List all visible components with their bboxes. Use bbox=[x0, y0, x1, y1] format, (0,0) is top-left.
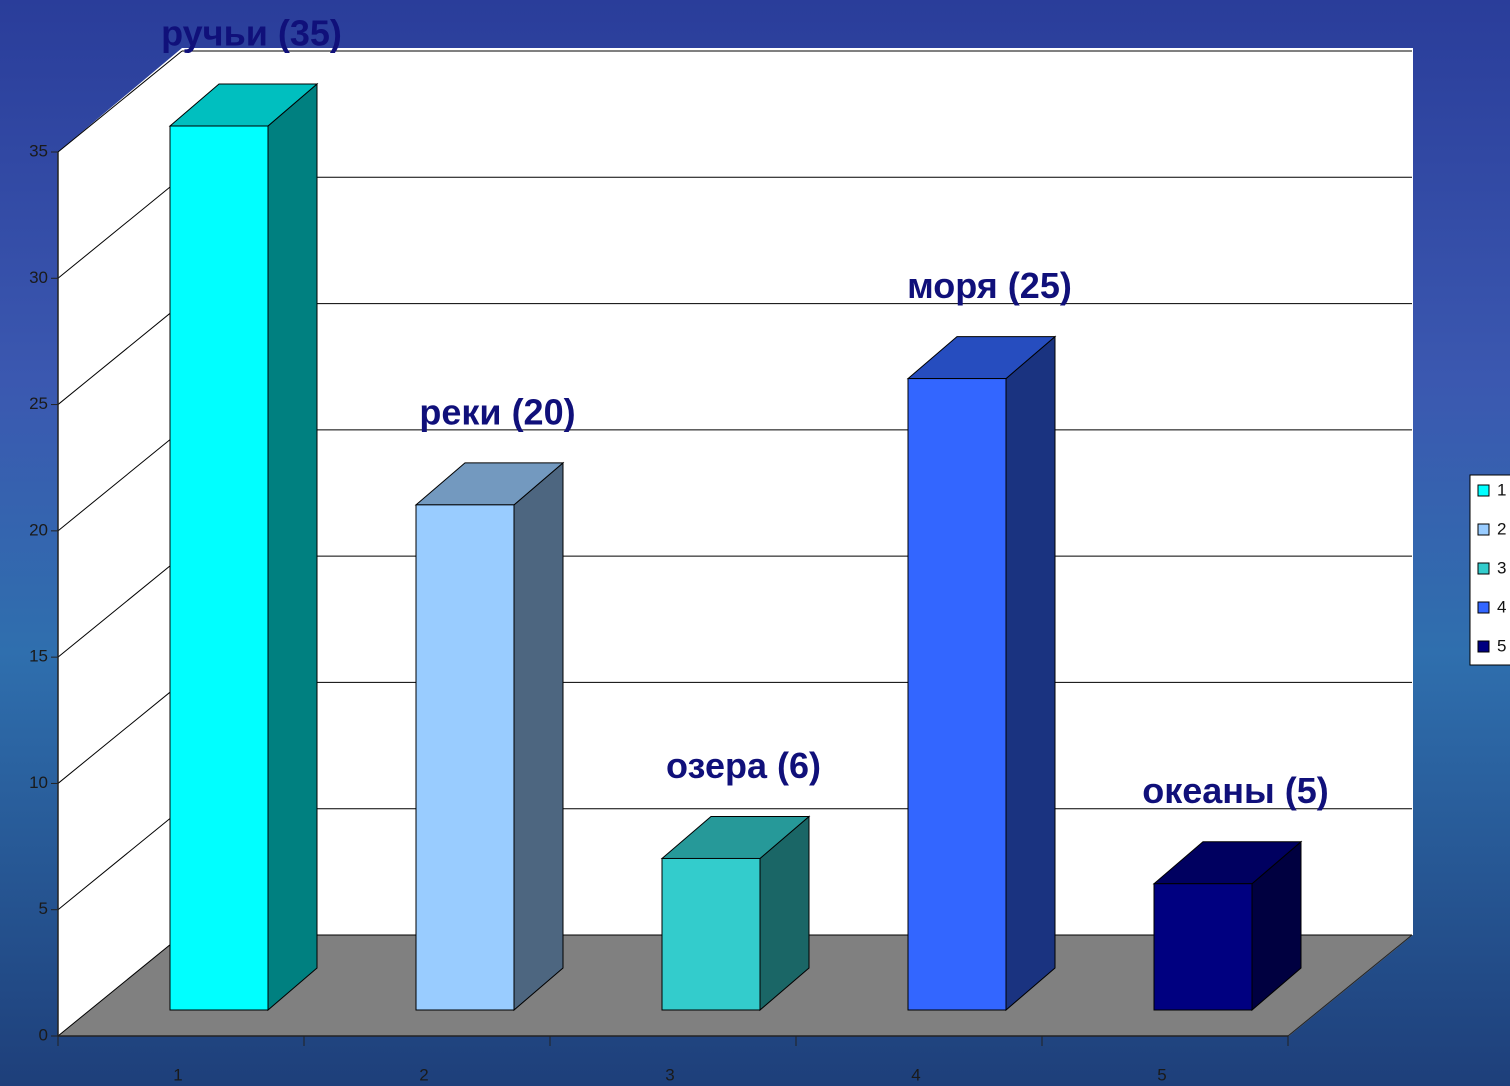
annotation: реки (20) bbox=[419, 391, 575, 432]
side-grid-line bbox=[57, 50, 183, 153]
annotation: моря (25) bbox=[907, 265, 1072, 306]
y-tick-label: 35 bbox=[29, 141, 48, 160]
legend-label: 5 bbox=[1497, 636, 1506, 655]
x-tick-label: 5 bbox=[1157, 1065, 1166, 1084]
y-tick-label: 10 bbox=[29, 773, 48, 792]
x-tick-label: 4 bbox=[911, 1065, 920, 1084]
bar-side bbox=[1005, 335, 1056, 1012]
side-grid-line bbox=[57, 682, 183, 784]
legend-label: 3 bbox=[1497, 558, 1506, 577]
legend-label: 4 bbox=[1497, 597, 1506, 616]
legend-label: 2 bbox=[1497, 519, 1506, 538]
bar-side bbox=[267, 82, 318, 1012]
side-grid-line bbox=[57, 303, 183, 405]
legend-swatch bbox=[1477, 562, 1490, 575]
y-tick-label: 30 bbox=[29, 268, 48, 287]
bar bbox=[415, 504, 515, 1011]
y-tick-label: 15 bbox=[29, 647, 48, 666]
y-tick-label: 25 bbox=[29, 394, 48, 413]
annotation: озера (6) bbox=[666, 745, 821, 786]
bar bbox=[169, 125, 269, 1011]
side-grid-line bbox=[57, 555, 183, 658]
x-tick-label: 1 bbox=[173, 1065, 182, 1084]
bar-side bbox=[513, 461, 564, 1012]
side-grid-line bbox=[57, 429, 183, 532]
annotation: океаны (5) bbox=[1142, 770, 1329, 811]
bar bbox=[907, 378, 1007, 1011]
x-tick-label: 2 bbox=[419, 1065, 428, 1084]
legend-swatch bbox=[1477, 523, 1490, 536]
y-tick-label: 20 bbox=[29, 520, 48, 539]
legend-swatch bbox=[1477, 640, 1490, 653]
legend-label: 1 bbox=[1497, 480, 1506, 499]
side-grid-line bbox=[57, 808, 183, 911]
floor-edge bbox=[1287, 934, 1413, 1037]
annotation: ручьи (35) bbox=[161, 13, 342, 54]
x-tick-label: 3 bbox=[665, 1065, 674, 1084]
side-grid-line bbox=[57, 934, 183, 1037]
side-wall bbox=[58, 48, 182, 1036]
legend-swatch bbox=[1477, 601, 1490, 614]
side-grid-line bbox=[57, 176, 183, 279]
legend-swatch bbox=[1477, 484, 1490, 497]
legend-box bbox=[1469, 474, 1510, 666]
y-tick-label: 0 bbox=[39, 1025, 48, 1044]
bar bbox=[1153, 883, 1253, 1011]
bar bbox=[661, 857, 761, 1011]
y-tick-label: 5 bbox=[39, 899, 48, 918]
